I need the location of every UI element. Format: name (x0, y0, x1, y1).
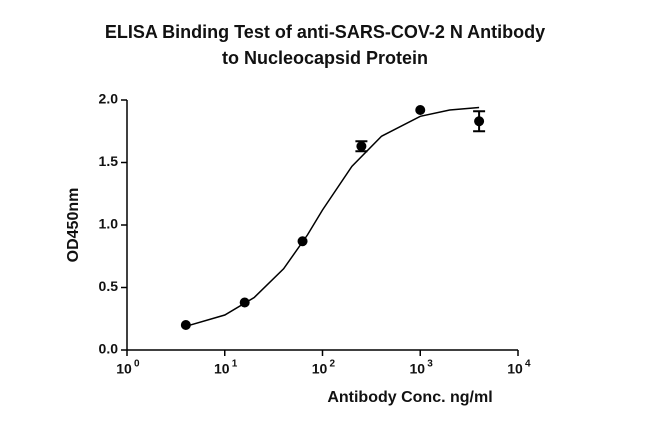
y-tick-label: 2.0 (99, 91, 119, 107)
x-tick-exponent: 0 (134, 359, 140, 370)
x-tick-exponent: 4 (525, 359, 531, 370)
point (415, 105, 426, 115)
x-tick-label: 10 (507, 361, 523, 377)
x-tick-exponent: 1 (232, 359, 238, 370)
chart-title: to Nucleocapsid Protein (222, 48, 428, 68)
x-tick-exponent: 2 (330, 359, 336, 370)
chart-title: ELISA Binding Test of anti-SARS-COV-2 N … (105, 22, 545, 42)
point (239, 297, 250, 308)
point (474, 116, 485, 127)
x-axis-label: Antibody Conc. ng/ml (327, 389, 492, 406)
y-tick-label: 1.0 (99, 216, 119, 232)
y-tick-label: 1.5 (99, 153, 119, 169)
x-tick-label: 10 (214, 361, 230, 377)
x-tick-label: 10 (116, 361, 132, 377)
y-tick-label: 0.0 (99, 341, 119, 357)
x-tick-exponent: 3 (427, 359, 433, 370)
point (180, 320, 191, 330)
fit-curve (185, 106, 480, 328)
y-axis-label: OD450nm (65, 188, 82, 263)
x-tick-label: 10 (409, 361, 425, 377)
x-tick-label: 10 (312, 361, 328, 377)
point (356, 141, 367, 152)
point (297, 236, 308, 247)
y-tick-label: 0.5 (99, 278, 119, 294)
